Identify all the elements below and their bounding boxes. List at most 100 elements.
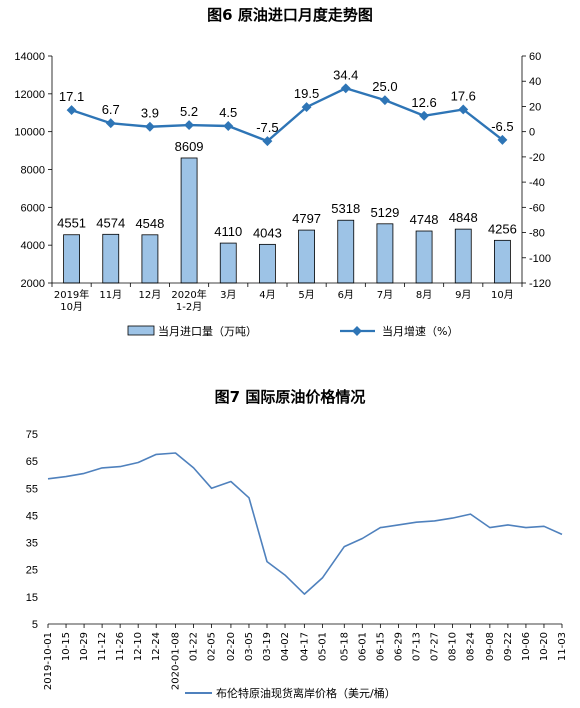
bar-import-volume [63, 234, 80, 284]
bar-value-label: 4574 [96, 215, 125, 230]
growth-value-label: 17.1 [59, 89, 84, 104]
x-tick-label: 08-24 [466, 632, 477, 661]
x-tick-label: 07-13 [411, 632, 422, 661]
x-tick-label: 1-2月 [176, 301, 202, 313]
growth-point [66, 105, 77, 116]
growth-value-label: 5.2 [180, 104, 198, 119]
chart2-axes: 5 15 25 35 45 55 65 75 2019-10-01 10-15 10-29 11-12… [26, 429, 568, 690]
legend-label-price: 布伦特原油现货离岸价格（美元/桶） [216, 686, 396, 700]
y-tick-label: 35 [26, 538, 38, 550]
growth-value-label: 12.6 [411, 95, 436, 110]
growth-point [419, 110, 430, 121]
growth-value-label: 17.6 [451, 88, 476, 103]
chart1-title: 图6 原油进口月度走势图 [207, 6, 373, 24]
left-tick-label: 14000 [14, 51, 45, 63]
x-tick-label: 05-18 [339, 632, 350, 661]
x-tick-label: 3月 [220, 289, 236, 301]
left-tick-label: 10000 [14, 127, 45, 139]
growth-point [144, 121, 155, 132]
bar-import-volume [180, 157, 198, 284]
x-tick-label: 11-03 [557, 632, 568, 661]
right-tick-label: -120 [529, 278, 551, 290]
x-tick-label: 10月 [491, 289, 514, 301]
x-tick-label: 7月 [377, 289, 393, 301]
x-tick-label: 11-26 [115, 632, 126, 661]
x-tick-label: 04-02 [280, 632, 291, 661]
y-tick-label: 15 [26, 592, 38, 604]
x-tick-label: 12月 [139, 289, 162, 301]
x-tick-label: 6月 [338, 289, 354, 301]
x-tick-label: 07-27 [429, 632, 440, 661]
right-tick-label: -100 [529, 253, 551, 265]
x-tick-label: 2020年 [171, 288, 206, 301]
x-tick-label: 10-15 [61, 632, 72, 661]
bar-value-label: 4797 [292, 211, 321, 226]
x-tick-label: 2019年 [54, 288, 89, 301]
bar-value-label: 4551 [57, 216, 86, 231]
growth-value-label: 19.5 [294, 86, 319, 101]
chart1-growth-line [66, 83, 508, 147]
chart2-title: 图7 国际原油价格情况 [215, 388, 366, 406]
x-tick-label: 09-08 [485, 632, 496, 661]
chart1-labels: 4551 4574 4548 8609 4110 4043 4797 5318 5129 4748… [57, 67, 517, 240]
x-tick-label: 10-06 [521, 632, 532, 661]
bar-value-label: 5129 [370, 205, 399, 220]
x-tick-label: 04-17 [299, 632, 310, 661]
x-tick-label: 02-05 [207, 632, 218, 661]
bar-import-volume [415, 230, 433, 284]
bar-import-volume [298, 229, 315, 284]
growth-point [497, 134, 508, 145]
right-tick-label: -60 [529, 202, 545, 214]
x-tick-label: 10-29 [79, 632, 90, 661]
x-tick-label: 5月 [298, 289, 314, 301]
chart1-bars [63, 157, 511, 284]
y-tick-label: 45 [26, 510, 38, 522]
left-tick-label: 4000 [21, 240, 45, 252]
x-tick-label: 06-15 [375, 632, 386, 661]
chart2-price-line [47, 452, 563, 595]
y-tick-label: 5 [32, 619, 38, 631]
chart2-legend: 布伦特原油现货离岸价格（美元/桶） [185, 686, 396, 700]
y-tick-label: 65 [26, 456, 38, 468]
chart1-axes: 2000 4000 6000 8000 10000 12000 14000 -120 -100 -… [14, 51, 551, 313]
y-tick-label: 75 [26, 429, 38, 441]
growth-value-label: 4.5 [219, 105, 237, 120]
growth-series-line [71, 87, 504, 143]
bar-import-volume [219, 242, 237, 284]
bar-value-label: 5318 [331, 201, 360, 216]
growth-point [262, 136, 273, 147]
bar-import-volume [454, 228, 472, 284]
right-tick-label: 0 [529, 127, 535, 139]
growth-value-label: -6.5 [491, 119, 513, 134]
legend-swatch-bar [127, 325, 155, 336]
x-tick-label: 02-20 [226, 632, 237, 661]
x-tick-label: 10月 [60, 301, 83, 313]
bar-value-label: 4548 [135, 216, 164, 231]
bar-import-volume [376, 223, 394, 284]
x-tick-label: 12-10 [133, 632, 144, 661]
bar-import-volume [259, 243, 276, 284]
x-tick-label: 06-29 [393, 632, 404, 661]
bar-value-label: 4043 [253, 225, 282, 240]
x-tick-label: 08-10 [448, 632, 459, 661]
bar-import-volume [141, 234, 159, 284]
left-tick-label: 6000 [21, 202, 45, 214]
legend-label-line: 当月增速（%） [382, 324, 458, 338]
right-tick-label: 20 [529, 101, 541, 113]
right-tick-label: 40 [529, 76, 541, 88]
bar-value-label: 4848 [449, 210, 478, 225]
x-tick-label: 01-22 [189, 632, 200, 661]
chart1-legend: 当月进口量（万吨） 当月增速（%） [127, 324, 458, 338]
bar-import-volume [494, 239, 511, 284]
bar-value-label: 4748 [410, 212, 439, 227]
bar-import-volume [102, 233, 120, 284]
x-tick-label: 2019-10-01 [43, 632, 54, 690]
x-tick-label: 11-12 [97, 632, 108, 661]
growth-value-label: 25.0 [372, 79, 397, 94]
left-tick-label: 2000 [21, 278, 45, 290]
legend-marker-line [352, 326, 362, 336]
x-tick-label: 4月 [259, 289, 275, 301]
growth-value-label: 6.7 [102, 102, 120, 117]
x-tick-label: 9月 [455, 289, 471, 301]
